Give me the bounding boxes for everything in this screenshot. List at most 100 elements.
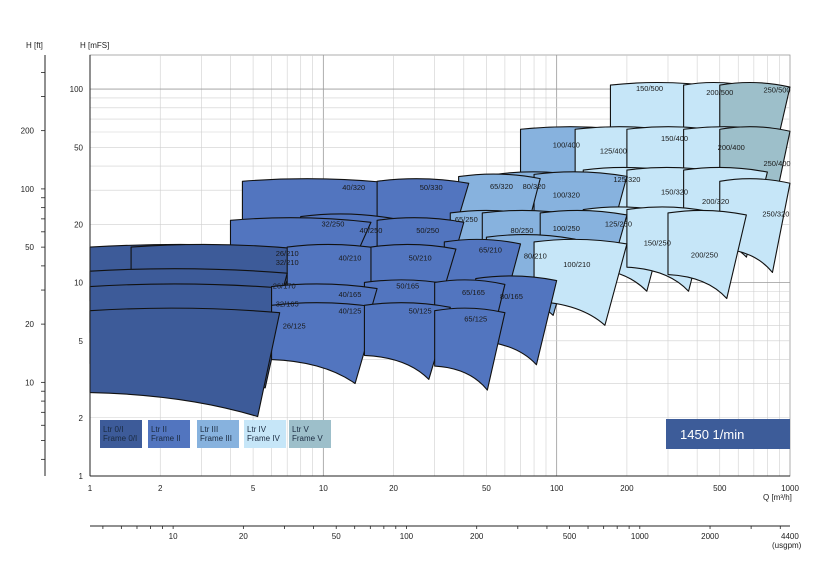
ft-tick-label: 200 (21, 127, 35, 136)
ft-axis-label: H [ft] (26, 41, 43, 50)
speed-badge: 1450 1/min (666, 419, 790, 449)
pump-label-100-250: 100/250 (553, 224, 580, 233)
pump-region-200-250 (667, 209, 747, 300)
x-tick-label: 1000 (781, 484, 799, 493)
usgpm-tick-label: 10 (169, 532, 178, 541)
pump-label-32-250: 32/250 (322, 219, 345, 228)
usgpm-tick-label: 200 (470, 532, 484, 541)
pump-label-150-320: 150/320 (661, 188, 688, 197)
pump-label-150-250: 150/250 (644, 239, 671, 248)
pump-label-40-320: 40/320 (342, 183, 365, 192)
pump-label-65-250: 65/250 (455, 215, 478, 224)
x-tick-label: 50 (482, 484, 491, 493)
chart-axes: H [ft] H [mFS] Q [m³/h] (usgpm) 1 2 5 10 20 5… (21, 41, 802, 550)
pump-label-125-400: 125/400 (600, 146, 627, 155)
legend-swatch (289, 420, 331, 448)
usgpm-tick-label: 2000 (701, 532, 719, 541)
pump-label-40-210: 40/210 (338, 253, 361, 262)
pump-label-80-320: 80/320 (523, 182, 546, 191)
y-tick-label: 1 (79, 472, 84, 481)
legend-ltr-label: Ltr 0/I (103, 425, 123, 434)
pump-label-65-125: 65/125 (464, 314, 487, 323)
legend-frame-label: Frame III (200, 434, 232, 443)
pump-label-200-400: 200/400 (718, 143, 745, 152)
pump-label-125-320: 125/320 (613, 175, 640, 184)
usgpm-tick-label: 50 (332, 532, 341, 541)
x-tick-label: 1 (88, 484, 93, 493)
pump-label-65-165: 65/165 (462, 288, 485, 297)
usgpm-tick-label: 100 (400, 532, 414, 541)
legend-frame-label: Frame V (292, 434, 323, 443)
x-tick-label: 200 (620, 484, 634, 493)
legend-ltr-label: Ltr V (292, 425, 310, 434)
pump-label-200-250: 200/250 (691, 250, 718, 259)
legend-swatch (244, 420, 286, 448)
m-axis-label: H [mFS] (80, 41, 109, 50)
ft-tick-label: 50 (25, 243, 34, 252)
legend-swatch (197, 420, 239, 448)
pump-region-65-125 (434, 307, 506, 391)
ft-tick-label: 10 (25, 378, 34, 387)
pump-label-32-210: 32/210 (276, 258, 299, 267)
speed-badge-box (666, 419, 790, 449)
pump-label-80-165: 80/165 (500, 292, 523, 301)
pump-curves (89, 81, 791, 418)
pump-label-150-400: 150/400 (661, 134, 688, 143)
pump-label-26-210: 26/210 (276, 249, 299, 258)
pump-region-100-210 (533, 238, 628, 326)
pump-label-250-400: 250/400 (763, 159, 790, 168)
y-tick-label: 2 (79, 414, 84, 423)
pump-label-65-210: 65/210 (479, 245, 502, 254)
legend-swatch (100, 420, 142, 448)
y-tick-label: 100 (70, 85, 84, 94)
usgpm-tick-label: 1000 (631, 532, 649, 541)
pump-label-100-400: 100/400 (553, 140, 580, 149)
legend-ltr-label: Ltr IV (247, 425, 267, 434)
pump-label-250-320: 250/320 (762, 209, 789, 218)
legend-frame-label: Frame II (151, 434, 181, 443)
x-tick-label: 2 (158, 484, 163, 493)
pump-label-26-170: 26/170 (273, 282, 296, 291)
pump-label-80-210: 80/210 (524, 252, 547, 261)
pump-label-80-250: 80/250 (510, 226, 533, 235)
legend-ltr-label: Ltr II (151, 425, 167, 434)
pump-label-100-210: 100/210 (563, 260, 590, 269)
legend-frame-label: Frame 0/I (103, 434, 137, 443)
pump-label-50-210: 50/210 (409, 253, 432, 262)
pump-label-40-125: 40/125 (338, 307, 361, 316)
pump-label-50-125: 50/125 (409, 307, 432, 316)
pump-label-250-500: 250/500 (763, 85, 790, 94)
usgpm-tick-label: 500 (563, 532, 577, 541)
x-tick-label: 100 (550, 484, 564, 493)
pump-label-125-250: 125/250 (605, 219, 632, 228)
y-tick-label: 50 (74, 143, 83, 152)
x-axis-label: Q [m³/h] (763, 493, 792, 502)
usgpm-tick-label: 20 (239, 532, 248, 541)
ft-tick-label: 100 (21, 185, 35, 194)
speed-label: 1450 1/min (680, 427, 744, 442)
pump-label-65-320: 65/320 (490, 182, 513, 191)
ft-tick-label: 20 (25, 320, 34, 329)
pump-region-26-125 (89, 307, 281, 418)
x-tick-label: 20 (389, 484, 398, 493)
legend-ltr-label: Ltr III (200, 425, 218, 434)
pump-label-100-320: 100/320 (553, 191, 580, 200)
pump-label-50-165: 50/165 (396, 282, 419, 291)
legend-frame-label: Frame IV (247, 434, 281, 443)
pump-label-150-500: 150/500 (636, 84, 663, 93)
pump-label-40-250: 40/250 (359, 226, 382, 235)
pump-label-200-320: 200/320 (702, 197, 729, 206)
usgpm-axis-label: (usgpm) (772, 541, 802, 550)
legend-swatch (148, 420, 190, 448)
pump-label-26-125: 26/125 (283, 321, 306, 330)
pump-label-200-500: 200/500 (706, 88, 733, 97)
usgpm-tick-label: 4400 (781, 532, 799, 541)
